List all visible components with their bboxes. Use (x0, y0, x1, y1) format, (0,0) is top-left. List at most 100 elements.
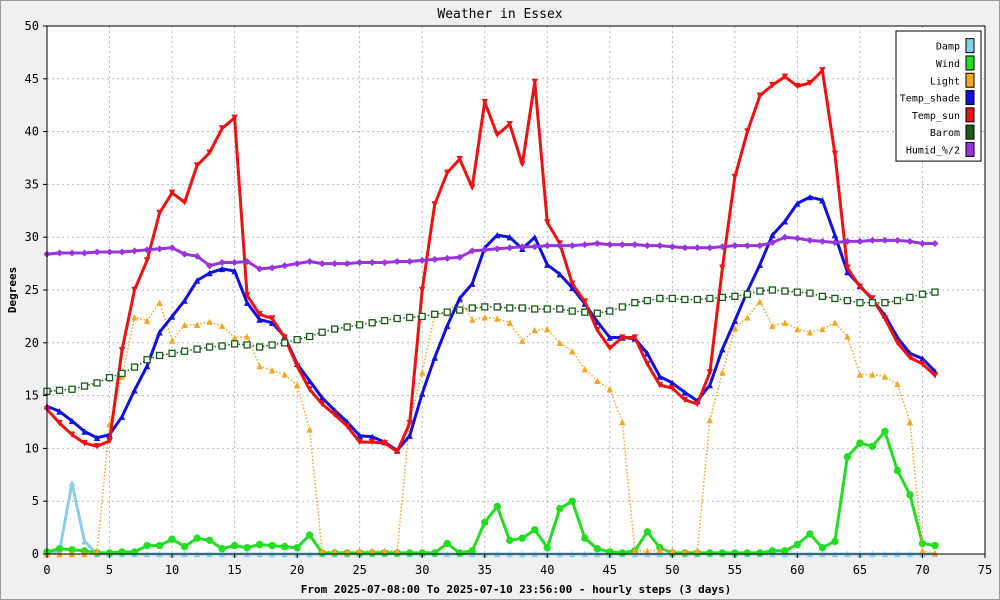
data-point-light (306, 426, 313, 433)
data-point-barom (180, 347, 189, 355)
data-point-barom (881, 299, 889, 307)
data-point-humid-2 (718, 243, 726, 251)
data-point-temp-sun (506, 121, 513, 128)
data-point-light (193, 321, 201, 329)
data-point-light (243, 333, 251, 340)
x-tick-label: 0 (43, 563, 50, 577)
data-point-wind (155, 541, 164, 550)
data-point-temp-shade (131, 387, 138, 394)
data-point-wind (130, 548, 139, 556)
data-point-temp-sun (744, 128, 751, 135)
data-point-humid-2 (306, 257, 314, 265)
data-point-humid-2 (881, 236, 889, 244)
data-point-temp-sun (306, 386, 313, 393)
data-point-humid-2 (806, 236, 814, 244)
data-point-light (844, 333, 851, 340)
data-point-humid-2 (618, 241, 626, 249)
legend-swatch-humid-2 (965, 141, 975, 157)
data-point-temp-shade (143, 362, 151, 370)
data-point-temp-shade (118, 413, 126, 420)
data-point-barom (118, 369, 126, 378)
data-point-light (506, 319, 513, 326)
data-point-temp-sun (206, 149, 213, 156)
data-point-temp-sun (419, 286, 426, 294)
data-point-temp-shade (606, 334, 613, 341)
data-point-light (894, 380, 901, 388)
data-point-barom (268, 341, 276, 349)
data-point-wind (143, 541, 151, 550)
data-point-humid-2 (693, 244, 701, 252)
y-tick-label: 5 (32, 494, 39, 508)
data-point-temp-sun (706, 369, 714, 376)
data-point-barom (331, 325, 339, 333)
data-point-temp-sun (806, 79, 814, 87)
data-point-barom (531, 305, 539, 313)
data-point-barom (843, 296, 852, 305)
data-point-light (556, 339, 563, 346)
data-point-humid-2 (168, 244, 176, 252)
data-point-light (619, 418, 626, 426)
data-point-wind (856, 439, 864, 447)
data-point-temp-shade (181, 297, 188, 304)
data-point-humid-2 (318, 260, 326, 268)
data-point-light (644, 547, 651, 555)
x-tick-label: 25 (352, 563, 366, 577)
data-point-temp-sun (444, 169, 451, 176)
data-point-wind (931, 541, 939, 550)
data-point-barom (831, 294, 839, 303)
data-point-wind (468, 547, 476, 555)
data-point-temp-sun (356, 438, 363, 446)
data-point-light (381, 547, 388, 555)
series-line-temp-sun (45, 68, 937, 454)
data-point-temp-sun (231, 114, 238, 122)
data-point-wind (843, 453, 852, 461)
data-point-temp-sun (93, 443, 101, 450)
data-point-temp-shade (819, 197, 826, 204)
data-point-wind (218, 545, 226, 553)
series-barom (43, 286, 939, 396)
data-point-light (143, 317, 151, 324)
data-point-barom (606, 307, 614, 315)
data-point-humid-2 (143, 246, 151, 254)
data-point-temp-sun (681, 396, 689, 404)
data-point-wind (831, 537, 839, 546)
data-point-wind (305, 531, 314, 539)
data-point-temp-sun (381, 439, 388, 447)
x-tick-label: 70 (915, 563, 929, 577)
x-axis-label: From 2025-07-08:00 To 2025-07-10 23:56:0… (301, 583, 731, 596)
data-point-light (719, 369, 726, 376)
data-point-barom (130, 363, 139, 371)
data-point-wind (718, 549, 727, 557)
data-point-barom (418, 312, 426, 321)
legend-label-light: Light (930, 76, 960, 87)
x-tick-label: 50 (665, 563, 679, 577)
data-point-light (906, 418, 914, 426)
data-point-temp-sun (81, 439, 88, 447)
data-point-barom (906, 293, 914, 302)
data-point-barom (481, 303, 489, 311)
data-point-humid-2 (393, 257, 401, 265)
data-point-light (656, 546, 664, 553)
data-point-barom (456, 306, 464, 314)
data-point-humid-2 (668, 243, 676, 251)
legend-swatch-light (965, 72, 975, 88)
data-point-humid-2 (906, 237, 914, 245)
data-point-wind (243, 543, 251, 552)
y-tick-label: 10 (25, 441, 39, 455)
data-point-light (231, 334, 238, 341)
data-point-barom (255, 343, 264, 351)
data-point-light (156, 299, 163, 306)
data-point-temp-shade (919, 355, 926, 362)
data-point-barom (556, 305, 564, 313)
data-point-temp-shade (731, 317, 739, 324)
data-point-wind (506, 536, 514, 544)
x-tick-label: 40 (540, 563, 554, 577)
data-point-light (819, 325, 826, 333)
data-point-temp-sun (794, 82, 801, 90)
data-point-temp-sun (719, 264, 726, 272)
data-point-barom (293, 335, 301, 344)
data-point-humid-2 (631, 241, 639, 249)
data-point-light (519, 337, 526, 344)
data-point-wind (405, 549, 414, 557)
data-point-temp-shade (494, 231, 501, 239)
